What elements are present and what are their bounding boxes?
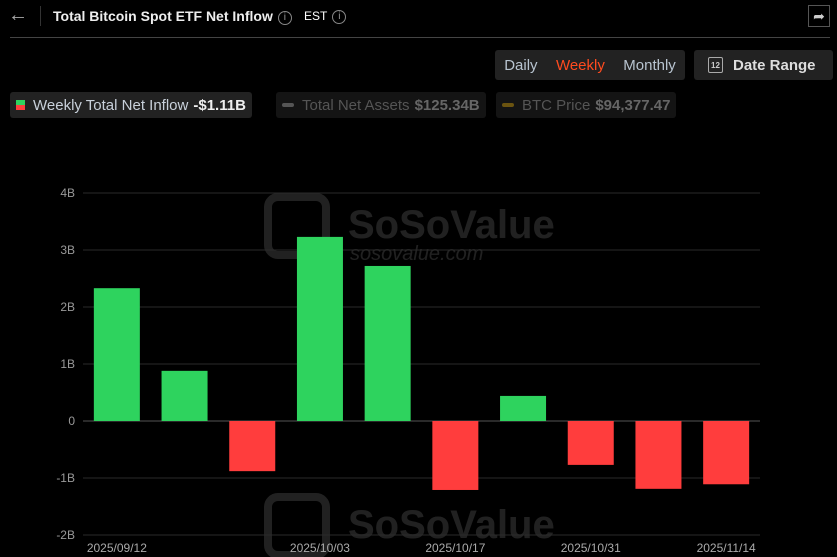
- gold-line-swatch-icon: [502, 103, 514, 107]
- y-tick-label: 1B: [60, 357, 75, 371]
- timezone: EST i: [304, 9, 347, 24]
- date-range-button[interactable]: 12 Date Range: [694, 50, 833, 80]
- bar: [500, 395, 547, 421]
- gray-line-swatch-icon: [282, 103, 294, 107]
- x-tick-label: 2025/10/31: [561, 541, 621, 555]
- green-red-swatch-icon: [16, 100, 25, 110]
- watermark: SoSoValue sosovalue.com SoSoValue: [264, 193, 555, 557]
- bar: [296, 236, 343, 421]
- legend-btc-price[interactable]: BTC Price $94,377.47: [496, 92, 677, 118]
- y-tick-label: 4B: [60, 186, 75, 200]
- y-tick-label: 0: [68, 414, 75, 428]
- share-icon[interactable]: ➦: [808, 5, 830, 27]
- watermark-site: sosovalue.com: [350, 243, 483, 265]
- divider: [10, 37, 830, 38]
- bar: [703, 421, 750, 485]
- bar: [161, 370, 208, 421]
- y-tick-label: 3B: [60, 243, 75, 257]
- y-tick-label: 2B: [60, 300, 75, 314]
- bar: [635, 421, 682, 489]
- bar: [229, 421, 276, 472]
- x-tick-label: 2025/10/17: [425, 541, 485, 555]
- watermark-brand: SoSoValue: [348, 203, 555, 247]
- period-monthly[interactable]: Monthly: [623, 56, 676, 74]
- divider: [40, 6, 41, 26]
- header: ← Total Bitcoin Spot ETF Net Inflow i EST…: [0, 0, 837, 38]
- x-tick-label: 2025/11/14: [697, 541, 756, 555]
- x-tick-label: 2025/09/12: [87, 541, 147, 555]
- legend-value: $94,377.47: [595, 96, 671, 114]
- period-weekly[interactable]: Weekly: [555, 56, 605, 74]
- legend-total-net-assets[interactable]: Total Net Assets $125.34B: [276, 92, 486, 118]
- bar: [364, 265, 411, 421]
- y-tick-label: -2B: [56, 528, 75, 542]
- watermark-brand: SoSoValue: [348, 503, 555, 547]
- bar: [567, 421, 614, 465]
- legend-label: Weekly Total Net Inflow: [33, 96, 189, 114]
- legend-label: Total Net Assets: [302, 96, 410, 114]
- info-icon[interactable]: i: [277, 11, 292, 25]
- back-arrow-icon[interactable]: ←: [8, 4, 28, 26]
- date-range-label: Date Range: [733, 56, 816, 74]
- timezone-label: EST: [304, 9, 328, 23]
- y-tick-label: -1B: [56, 471, 75, 485]
- bar: [432, 421, 479, 490]
- calendar-icon: 12: [708, 57, 723, 73]
- legend-value: -$1.11B: [193, 96, 246, 114]
- legend-net-inflow[interactable]: Weekly Total Net Inflow -$1.11B: [10, 92, 252, 118]
- info-icon[interactable]: i: [332, 10, 347, 24]
- x-tick-label: 2025/10/03: [290, 541, 350, 555]
- legend-value: $125.34B: [414, 96, 480, 114]
- bar: [93, 288, 140, 421]
- page-title: Total Bitcoin Spot ETF Net Inflow i: [53, 8, 292, 25]
- period-selector: Daily Weekly Monthly: [495, 50, 685, 80]
- period-daily[interactable]: Daily: [504, 56, 538, 74]
- legend-label: BTC Price: [522, 96, 591, 114]
- title-text: Total Bitcoin Spot ETF Net Inflow: [53, 8, 273, 24]
